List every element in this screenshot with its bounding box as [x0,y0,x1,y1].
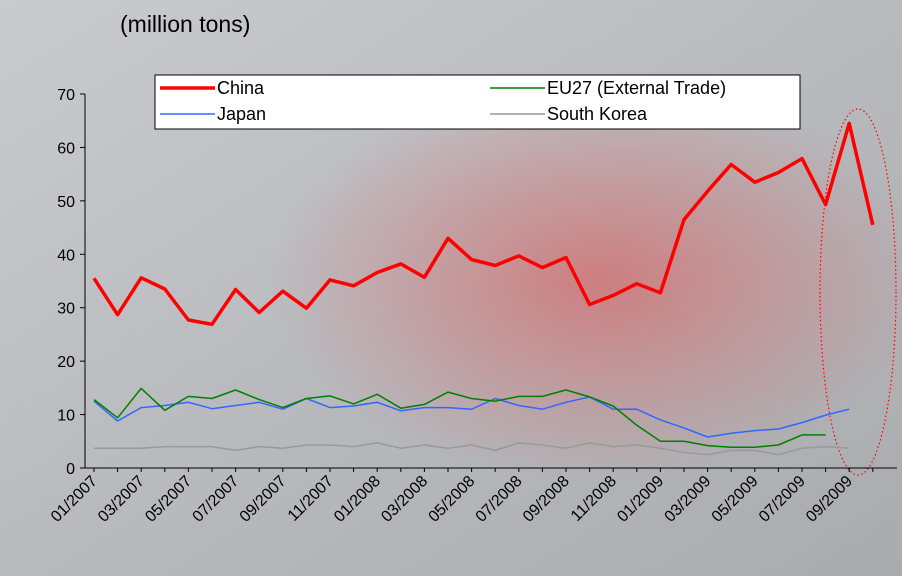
highlight-ellipse [819,108,897,476]
y-tick-label: 20 [57,354,75,371]
legend-label: China [217,78,265,98]
y-tick-label: 70 [57,87,75,104]
legend-label: EU27 (External Trade) [547,78,726,98]
legend-label: Japan [217,104,266,124]
y-tick-label: 30 [57,301,75,318]
series-line [92,121,875,327]
y-tick-label: 10 [57,408,75,425]
chart-title: (million tons) [120,11,250,37]
y-tick-label: 50 [57,194,75,211]
y-tick-label: 60 [57,140,75,157]
y-tick-label: 40 [57,247,75,264]
series-line [93,387,826,448]
series-line [94,442,850,456]
series-line [93,396,850,438]
y-tick-label: 0 [66,461,75,478]
legend-box [154,74,801,130]
background-glow [270,80,902,480]
legend-label: South Korea [547,104,648,124]
